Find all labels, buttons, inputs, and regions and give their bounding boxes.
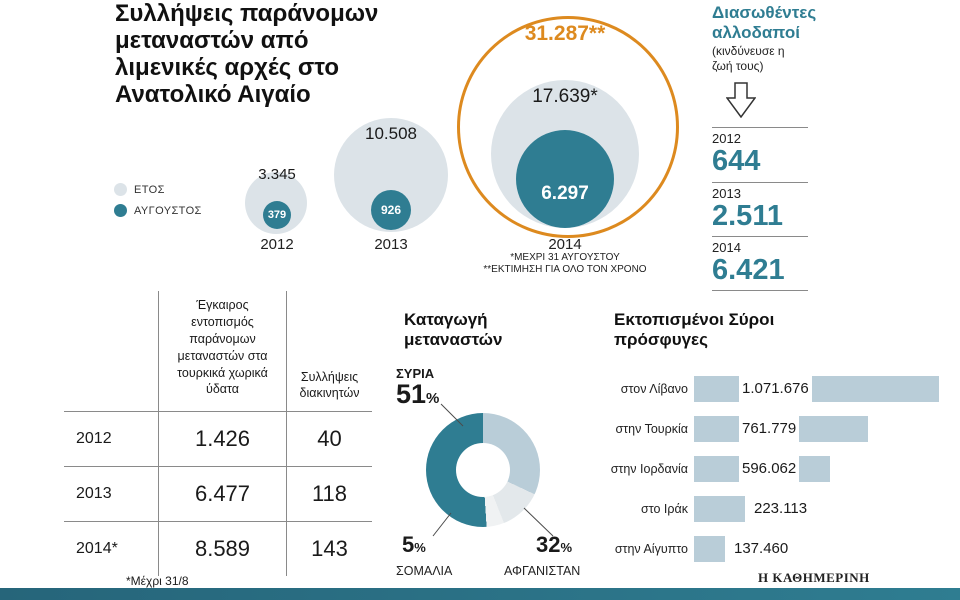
syria-name: ΣΥΡΙΑ bbox=[396, 366, 435, 381]
donut-hole bbox=[456, 443, 510, 497]
bubble-2013-august-circle: 926 bbox=[371, 190, 411, 230]
legend-year-label: ΕΤΟΣ bbox=[134, 183, 165, 196]
rescued-row: 2012 644 bbox=[712, 128, 808, 183]
rescued-value: 6.421 bbox=[712, 253, 785, 286]
bubble-2012-august-circle: 379 bbox=[263, 201, 291, 229]
rescued-title: Διασωθέντες αλλοδαποί bbox=[712, 3, 817, 42]
refugee-bar-chart: στον Λίβανο 1.071.676 στην Τουρκία 761.7… bbox=[602, 376, 954, 576]
refugee-bar-label: στο Ιράκ bbox=[641, 502, 688, 516]
somalia-name: ΣΟΜΑΛΙΑ bbox=[396, 564, 453, 578]
refugee-bar-row: στην Ιορδανία 596.062 bbox=[602, 456, 954, 482]
page-title: Συλλήψεις παράνομων μεταναστών από λιμεν… bbox=[115, 0, 379, 109]
bubble-2012-year-label: 2012 bbox=[260, 236, 294, 253]
bubble-2013-total: 10.508 bbox=[365, 124, 417, 143]
legend-august-label: ΑΥΓΟΥΣΤΟΣ bbox=[134, 204, 202, 217]
refugee-bar-track: 761.779 bbox=[694, 416, 954, 442]
bubble-2014-august-circle: 6.297 bbox=[516, 130, 614, 228]
rescued-year: 2013 bbox=[712, 185, 741, 201]
refugee-bar-row: στην Αίγυπτο 137.460 bbox=[602, 536, 954, 562]
table-detected-cell: 6.477 bbox=[158, 466, 286, 521]
refugee-bar-row: στην Τουρκία 761.779 bbox=[602, 416, 954, 442]
bubble-2014-total: 17.639* bbox=[532, 86, 598, 107]
bubble-legend: ΕΤΟΣ ΑΥΓΟΥΣΤΟΣ bbox=[114, 183, 202, 225]
table-detected-cell: 1.426 bbox=[158, 411, 286, 466]
afghanistan-name: ΑΦΓΑΝΙΣΤΑΝ bbox=[504, 564, 581, 578]
refugee-bar-track: 596.062 bbox=[694, 456, 954, 482]
rescued-rows: 2012 644 2013 2.511 2014 6.421 bbox=[712, 127, 808, 292]
year-swatch-icon bbox=[114, 183, 127, 196]
bubble-footnote-1: *ΜΕΧΡΙ 31 ΑΥΓΟΥΣΤΟΥ bbox=[510, 252, 620, 263]
table-corner-cell bbox=[64, 291, 158, 411]
table-traffickers-cell: 40 bbox=[286, 411, 372, 466]
refugee-bar-label: στην Τουρκία bbox=[615, 422, 688, 436]
table-detected-cell: 8.589 bbox=[158, 521, 286, 576]
table-traffickers-cell: 118 bbox=[286, 466, 372, 521]
donut-label-somalia-pct: 5% bbox=[402, 532, 426, 557]
detection-table: Έγκαιρος εντοπισμός παράνομων μεταναστών… bbox=[64, 291, 372, 576]
bubble-2012-august-value: 379 bbox=[267, 209, 287, 221]
publisher-logo: Η ΚΑΘΗΜΕΡΙΝΗ bbox=[758, 570, 870, 585]
table-year-cell: 2014* bbox=[64, 521, 158, 576]
refugee-bar-fill bbox=[694, 496, 745, 522]
table-year-cell: 2013 bbox=[64, 466, 158, 521]
refugee-bar-value: 596.062 bbox=[739, 456, 800, 482]
refugee-bar-value: 137.460 bbox=[731, 536, 792, 562]
rescued-value: 2.511 bbox=[712, 199, 783, 232]
bubble-2013-year-label: 2013 bbox=[374, 236, 408, 253]
refugee-bar-row: στο Ιράκ 223.113 bbox=[602, 496, 954, 522]
bottom-brand-strip bbox=[0, 588, 960, 600]
refugee-bar-track: 223.113 bbox=[694, 496, 954, 522]
donut-label-syria: ΣΥΡΙΑ 51% bbox=[396, 366, 439, 408]
table-footnote: *Μέχρι 31/8 bbox=[126, 574, 189, 588]
bars-title: Εκτοπισμένοι Σύροι πρόσφυγες bbox=[614, 310, 775, 350]
august-swatch-icon bbox=[114, 204, 127, 217]
table-header-traffickers: Συλλήψεις διακινητών bbox=[286, 291, 372, 411]
refugee-bar-value: 761.779 bbox=[739, 416, 800, 442]
refugee-bar-value: 223.113 bbox=[751, 496, 811, 522]
table-header-detection: Έγκαιρος εντοπισμός παράνομων μεταναστών… bbox=[158, 291, 286, 411]
rescued-row: 2014 6.421 bbox=[712, 237, 808, 292]
rescued-row: 2013 2.511 bbox=[712, 183, 808, 237]
bubble-2014-estimate-value: 31.287** bbox=[524, 22, 606, 45]
refugee-bar-track: 137.460 bbox=[694, 536, 954, 562]
legend-year-row: ΕΤΟΣ bbox=[114, 183, 202, 196]
down-arrow-icon bbox=[726, 82, 756, 119]
refugee-bar-fill bbox=[694, 536, 725, 562]
rescued-subtitle: (κινδύνευσε η ζωή τους) bbox=[712, 44, 785, 74]
table-year-cell: 2012 bbox=[64, 411, 158, 466]
bubble-footnote-2: **ΕΚΤΙΜΗΣΗ ΓΙΑ ΟΛΟ ΤΟΝ ΧΡΟΝΟ bbox=[483, 264, 647, 275]
table-traffickers-cell: 143 bbox=[286, 521, 372, 576]
refugee-bar-value: 1.071.676 bbox=[739, 376, 812, 402]
refugee-bar-row: στον Λίβανο 1.071.676 bbox=[602, 376, 954, 402]
rescued-year: 2014 bbox=[712, 239, 741, 255]
refugee-bar-label: στον Λίβανο bbox=[620, 382, 688, 396]
bubble-2014-year-label: 2014 bbox=[548, 236, 582, 253]
refugee-bar-label: στην Αίγυπτο bbox=[614, 542, 688, 556]
rescued-panel: Διασωθέντες αλλοδαποί (κινδύνευσε η ζωή … bbox=[712, 3, 827, 292]
refugee-bar-label: στην Ιορδανία bbox=[610, 462, 688, 476]
refugee-bar-track: 1.071.676 bbox=[694, 376, 954, 402]
donut-title: Καταγωγή μεταναστών bbox=[404, 310, 503, 350]
bubble-2014-estimate-ring bbox=[457, 16, 679, 238]
bubble-2014-august-value: 6.297 bbox=[541, 183, 589, 204]
rescued-value: 644 bbox=[712, 145, 761, 178]
bubble-2012-total: 3.345 bbox=[258, 166, 296, 183]
legend-august-row: ΑΥΓΟΥΣΤΟΣ bbox=[114, 204, 202, 217]
origin-donut bbox=[426, 413, 540, 527]
donut-leader-lines bbox=[432, 403, 554, 537]
rescued-year: 2012 bbox=[712, 131, 741, 147]
syria-pct: 51% bbox=[396, 379, 440, 409]
refugee-bar-fill bbox=[694, 376, 939, 402]
bubble-2013-august-value: 926 bbox=[380, 203, 402, 217]
donut-label-afghanistan-pct: 32% bbox=[536, 532, 573, 557]
